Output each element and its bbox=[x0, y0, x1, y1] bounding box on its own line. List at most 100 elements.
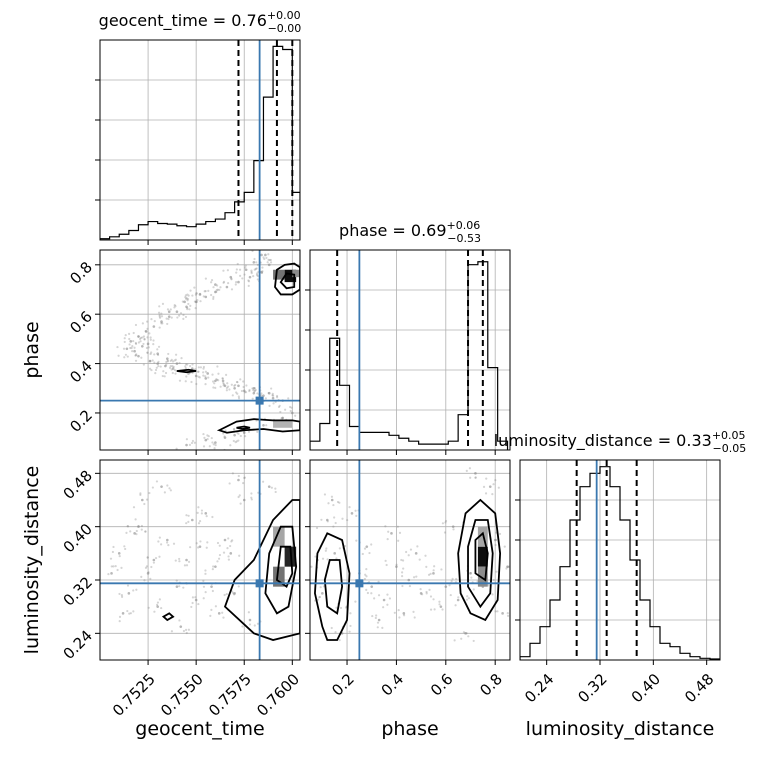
sample-point bbox=[231, 472, 234, 475]
sample-point bbox=[233, 592, 236, 595]
sample-point bbox=[237, 474, 240, 478]
sample-point bbox=[134, 354, 137, 357]
sample-point bbox=[178, 619, 181, 622]
sample-point bbox=[143, 579, 146, 582]
sample-point bbox=[191, 596, 195, 599]
sample-point bbox=[142, 342, 145, 346]
sample-point bbox=[202, 579, 205, 582]
sample-point bbox=[144, 330, 147, 333]
sample-point bbox=[506, 565, 509, 569]
sample-point bbox=[330, 498, 334, 502]
sample-point bbox=[156, 601, 160, 604]
sample-point bbox=[153, 353, 156, 356]
sample-point bbox=[393, 611, 396, 614]
sample-point bbox=[493, 538, 497, 542]
sample-point bbox=[191, 363, 194, 366]
sample-point bbox=[235, 380, 239, 384]
sample-point bbox=[161, 322, 164, 325]
sample-point bbox=[454, 604, 457, 607]
sample-point bbox=[123, 545, 126, 548]
sample-point bbox=[116, 345, 119, 349]
sample-point bbox=[474, 472, 477, 475]
sample-point bbox=[237, 585, 240, 588]
sample-point bbox=[363, 577, 367, 581]
sample-point bbox=[247, 280, 251, 283]
sample-point bbox=[241, 277, 244, 280]
sample-point bbox=[244, 266, 247, 269]
sample-point bbox=[228, 388, 231, 391]
sample-point bbox=[236, 392, 239, 395]
sample-point bbox=[157, 360, 160, 363]
sample-point bbox=[124, 353, 127, 356]
sample-point bbox=[492, 578, 495, 582]
sample-point bbox=[122, 347, 126, 350]
sample-point bbox=[488, 485, 492, 488]
sample-point bbox=[137, 524, 140, 528]
sample-point bbox=[400, 571, 404, 574]
sample-point bbox=[222, 384, 225, 387]
x-tick-label: 0.40 bbox=[628, 670, 664, 706]
y-tick-label: 0.24 bbox=[60, 627, 96, 663]
grid bbox=[100, 250, 300, 450]
sample-point bbox=[169, 489, 172, 492]
sample-point bbox=[390, 532, 393, 535]
sample-point bbox=[140, 356, 143, 359]
sample-point bbox=[474, 476, 477, 479]
sample-point bbox=[184, 363, 188, 366]
sample-point bbox=[517, 572, 519, 574]
sample-point bbox=[179, 625, 183, 628]
x-axis-label-luminosity_distance: luminosity_distance bbox=[526, 718, 715, 740]
sample-point bbox=[117, 552, 121, 555]
sample-point bbox=[174, 305, 177, 308]
sample-point bbox=[211, 567, 214, 571]
sample-point bbox=[250, 498, 253, 501]
sample-point bbox=[204, 438, 208, 442]
sample-point bbox=[252, 275, 255, 278]
sample-point bbox=[238, 268, 242, 271]
sample-point bbox=[227, 555, 230, 558]
sample-point bbox=[262, 394, 265, 397]
grid bbox=[310, 250, 510, 450]
scatter-panel-phase-luminosity_distance bbox=[305, 459, 519, 665]
sample-point bbox=[256, 263, 259, 266]
sample-point bbox=[195, 292, 199, 295]
sample-point bbox=[217, 612, 221, 615]
sample-point bbox=[325, 547, 328, 550]
sample-point bbox=[123, 340, 126, 344]
sample-point bbox=[212, 297, 215, 300]
sample-point bbox=[429, 595, 433, 598]
y-tick-label: 0.2 bbox=[66, 406, 96, 436]
sample-point bbox=[336, 500, 340, 504]
contour-3 bbox=[467, 519, 494, 609]
sample-point bbox=[207, 289, 210, 292]
sample-point bbox=[143, 502, 146, 506]
sample-point bbox=[193, 300, 197, 303]
sample-point bbox=[210, 436, 213, 440]
sample-point bbox=[207, 376, 210, 379]
sample-point bbox=[159, 365, 162, 368]
sample-point bbox=[216, 365, 219, 368]
sample-point bbox=[148, 491, 151, 495]
sample-point bbox=[455, 577, 458, 581]
sample-point bbox=[202, 445, 206, 448]
sample-point bbox=[191, 518, 194, 522]
sample-point bbox=[188, 308, 191, 311]
sample-point bbox=[450, 579, 453, 583]
sample-point bbox=[213, 447, 216, 450]
sample-point bbox=[506, 565, 509, 568]
sample-point bbox=[194, 598, 198, 602]
density-cell bbox=[273, 526, 285, 547]
sample-point bbox=[118, 620, 121, 623]
sample-point bbox=[149, 338, 152, 341]
sample-point bbox=[187, 514, 190, 517]
sample-point bbox=[338, 547, 341, 550]
sample-point bbox=[146, 342, 150, 346]
x-tick-label: 0.48 bbox=[681, 670, 717, 706]
sample-point bbox=[241, 625, 244, 628]
sample-point bbox=[222, 280, 226, 283]
sample-point bbox=[264, 397, 267, 400]
sample-point bbox=[127, 592, 131, 595]
sample-point bbox=[175, 579, 178, 582]
sample-point bbox=[264, 247, 266, 249]
sample-point bbox=[200, 509, 204, 512]
